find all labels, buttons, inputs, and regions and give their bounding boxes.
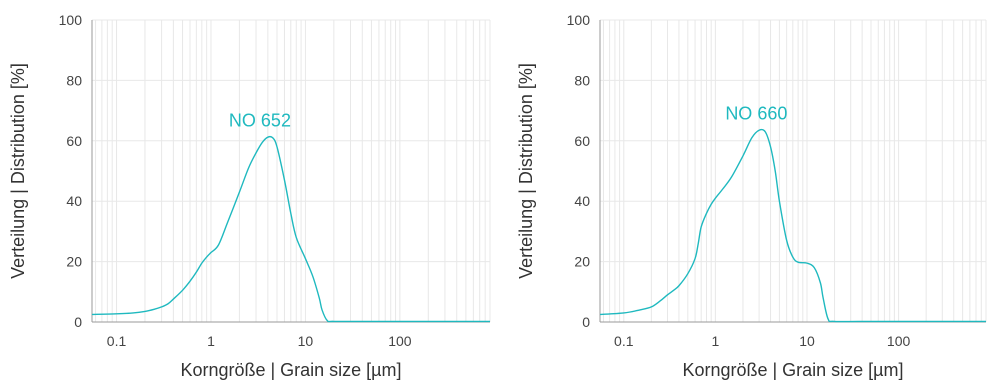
y-tick-label: 100 — [567, 12, 591, 28]
y-tick-label: 100 — [59, 12, 83, 28]
x-axis-title: Korngröße | Grain size [µm] — [180, 360, 401, 380]
x-gridlines — [602, 20, 987, 322]
x-tick-label: 1 — [207, 333, 215, 349]
y-tick-label: 80 — [574, 72, 590, 88]
y-tick-label: 60 — [574, 133, 590, 149]
x-gridlines — [95, 20, 491, 322]
y-tick-label: 20 — [574, 254, 590, 270]
series-label: NO 652 — [229, 110, 291, 130]
x-tick-label: 100 — [388, 333, 412, 349]
y-axis-title: Verteilung | Distribution [%] — [8, 63, 28, 279]
x-tick-label: 0.1 — [614, 333, 634, 349]
series-label: NO 660 — [725, 104, 787, 124]
series-line — [599, 128, 986, 323]
y-tick-label: 80 — [66, 72, 82, 88]
y-tick-label: 0 — [74, 314, 82, 330]
x-tick-label: 10 — [799, 333, 815, 349]
y-tick-label: 40 — [574, 193, 590, 209]
y-tick-label: 20 — [66, 254, 82, 270]
y-tick-label: 60 — [66, 133, 82, 149]
y-axis-title: Verteilung | Distribution [%] — [516, 63, 536, 279]
chart-1: 0 20 40 60 80 100 0.1 1 10 100 Korngröße | Grain s… — [8, 12, 491, 380]
y-tick-label: 0 — [582, 314, 590, 330]
x-axis-title: Korngröße | Grain size [µm] — [682, 360, 903, 380]
x-tick-label: 10 — [298, 333, 314, 349]
x-tick-label: 100 — [887, 333, 911, 349]
y-tick-label: 40 — [66, 193, 82, 209]
chart-2: 0 20 40 60 80 100 0.1 1 10 100 Korngröße | Grain s… — [516, 12, 987, 380]
series-line — [91, 135, 490, 323]
x-tick-label: 0.1 — [107, 333, 127, 349]
x-tick-label: 1 — [711, 333, 719, 349]
